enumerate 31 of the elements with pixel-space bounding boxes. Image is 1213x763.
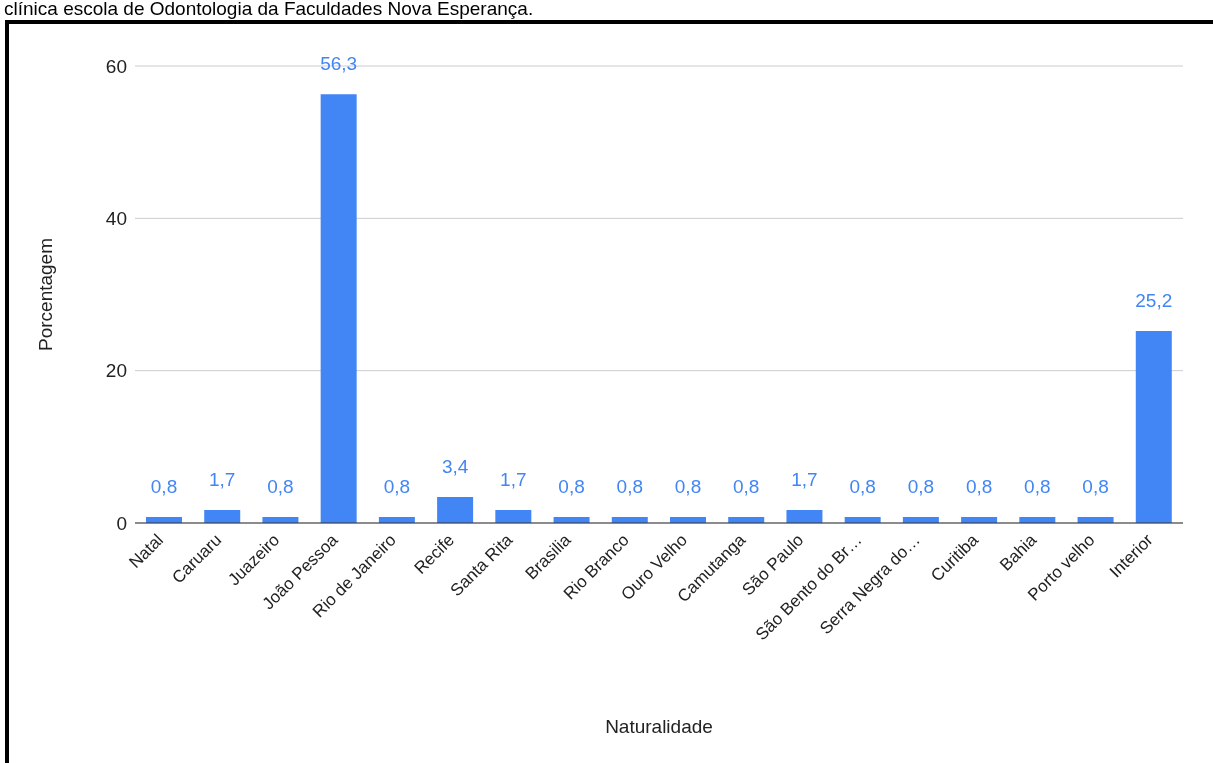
data-label: 0,8 (1082, 475, 1109, 497)
data-label: 25,2 (1135, 290, 1173, 312)
data-label: 0,8 (907, 475, 935, 497)
data-label: 0,8 (965, 475, 993, 497)
data-label: 0,8 (558, 475, 585, 497)
data-label: 1,7 (791, 469, 818, 491)
bar (320, 94, 357, 523)
data-label: 0,8 (150, 475, 178, 497)
data-label: 1,7 (209, 469, 236, 491)
y-tick-label: 40 (105, 208, 127, 230)
data-label: 0,8 (849, 475, 876, 497)
data-label: 56,3 (320, 53, 358, 75)
bar (437, 497, 474, 523)
y-tick-label: 60 (105, 55, 127, 77)
y-tick-label: 0 (116, 512, 127, 534)
x-axis-title: Naturalidade (605, 716, 713, 737)
bar (1135, 331, 1172, 523)
y-tick-label: 20 (105, 360, 127, 382)
data-label: 0,8 (616, 475, 643, 497)
bar (786, 510, 823, 523)
data-label: 0,8 (733, 475, 760, 497)
text: clínica escola de Odontologia da Faculdades Nova Esperança. (4, 0, 534, 20)
y-axis-title: Porcentagem (34, 237, 56, 352)
data-label: 0,8 (1024, 475, 1051, 497)
data-label: 0,8 (383, 475, 411, 497)
data-label: 1,7 (500, 469, 527, 491)
data-label: 0,8 (674, 475, 702, 497)
bar (204, 510, 241, 523)
data-label: 0,8 (267, 475, 294, 497)
data-label: 3,4 (441, 456, 469, 478)
bar (495, 510, 532, 523)
